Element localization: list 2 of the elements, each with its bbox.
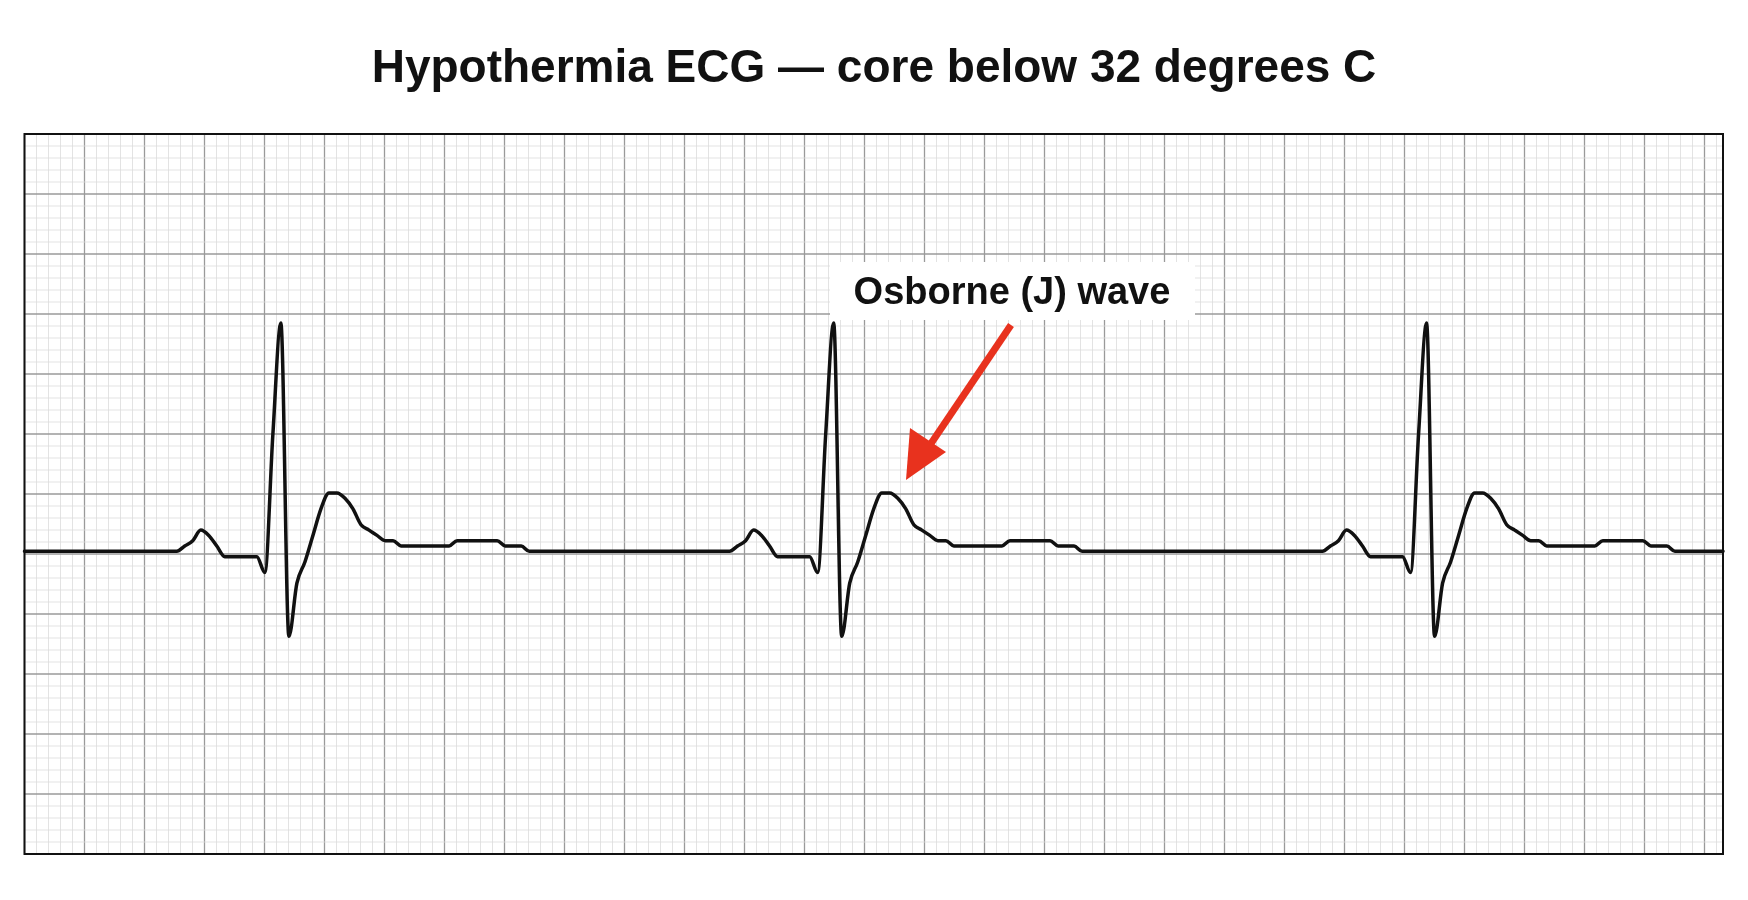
text: Osborne (J) wave (853, 270, 1171, 312)
chart-title: Hypothermia ECG — core below 32 degrees C (371, 40, 1377, 92)
